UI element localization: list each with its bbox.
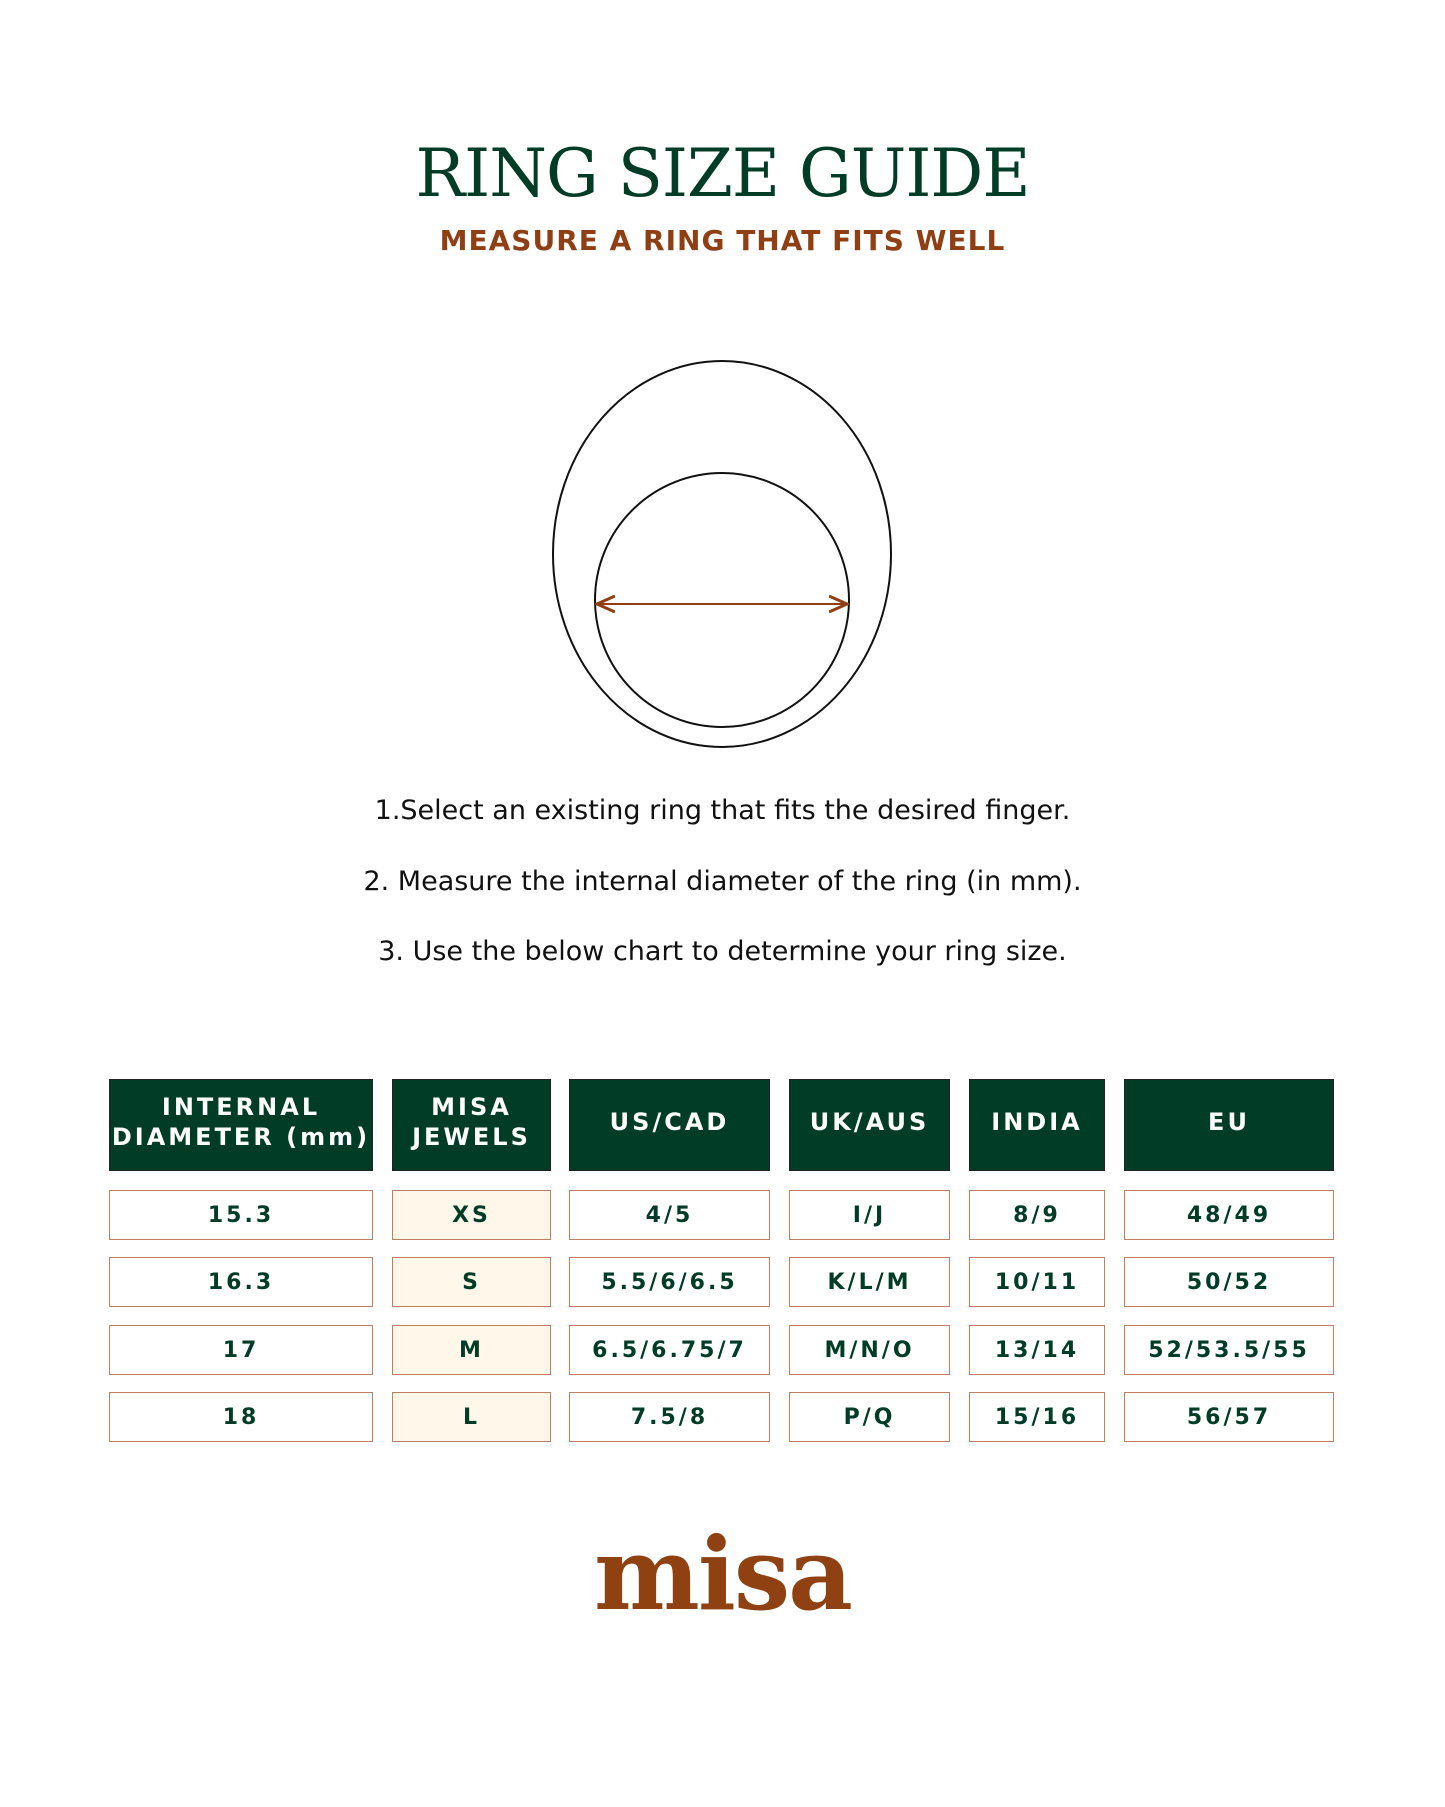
step-1: 1.Select an existing ring that fits the … bbox=[374, 795, 1071, 826]
cell-eu: 48/49 bbox=[1124, 1190, 1334, 1240]
cell-eu: 56/57 bbox=[1124, 1392, 1334, 1442]
cell-us-cad: 7.5/8 bbox=[569, 1392, 770, 1442]
ring-outer-edge bbox=[552, 360, 892, 748]
ring-diagram bbox=[552, 360, 892, 748]
cell-india: 13/14 bbox=[969, 1325, 1105, 1375]
cell-uk-aus: I/J bbox=[789, 1190, 950, 1240]
cell-eu: 52/53.5/55 bbox=[1124, 1325, 1334, 1375]
cell-uk-aus: K/L/M bbox=[789, 1257, 950, 1307]
cell-diameter: 18 bbox=[109, 1392, 373, 1442]
cell-eu: 50/52 bbox=[1124, 1257, 1334, 1307]
cell-misa-jewels: L bbox=[392, 1392, 551, 1442]
step-3: 3. Use the below chart to determine your… bbox=[378, 936, 1067, 967]
page-title: RING SIZE GUIDE bbox=[415, 135, 1030, 212]
cell-us-cad: 5.5/6/6.5 bbox=[569, 1257, 770, 1307]
misa-logo: misa bbox=[594, 1515, 853, 1633]
header-uk-aus: UK/AUS bbox=[789, 1079, 950, 1171]
header-us-cad: US/CAD bbox=[569, 1079, 770, 1171]
cell-uk-aus: M/N/O bbox=[789, 1325, 950, 1375]
step-2: 2. Measure the internal diameter of the … bbox=[363, 866, 1082, 897]
cell-india: 15/16 bbox=[969, 1392, 1105, 1442]
cell-diameter: 16.3 bbox=[109, 1257, 373, 1307]
cell-us-cad: 4/5 bbox=[569, 1190, 770, 1240]
header-india: INDIA bbox=[969, 1079, 1105, 1171]
cell-india: 8/9 bbox=[969, 1190, 1105, 1240]
cell-diameter: 15.3 bbox=[109, 1190, 373, 1240]
page-subtitle: MEASURE A RING THAT FITS WELL bbox=[439, 224, 1006, 257]
header-misa-jewels: MISA JEWELS bbox=[392, 1079, 551, 1171]
cell-misa-jewels: M bbox=[392, 1325, 551, 1375]
cell-us-cad: 6.5/6.75/7 bbox=[569, 1325, 770, 1375]
header-eu: EU bbox=[1124, 1079, 1334, 1171]
cell-misa-jewels: S bbox=[392, 1257, 551, 1307]
cell-india: 10/11 bbox=[969, 1257, 1105, 1307]
ring-inner-edge bbox=[594, 472, 850, 728]
cell-misa-jewels: XS bbox=[392, 1190, 551, 1240]
cell-uk-aus: P/Q bbox=[789, 1392, 950, 1442]
header-diameter: INTERNAL DIAMETER (mm) bbox=[109, 1079, 373, 1171]
cell-diameter: 17 bbox=[109, 1325, 373, 1375]
